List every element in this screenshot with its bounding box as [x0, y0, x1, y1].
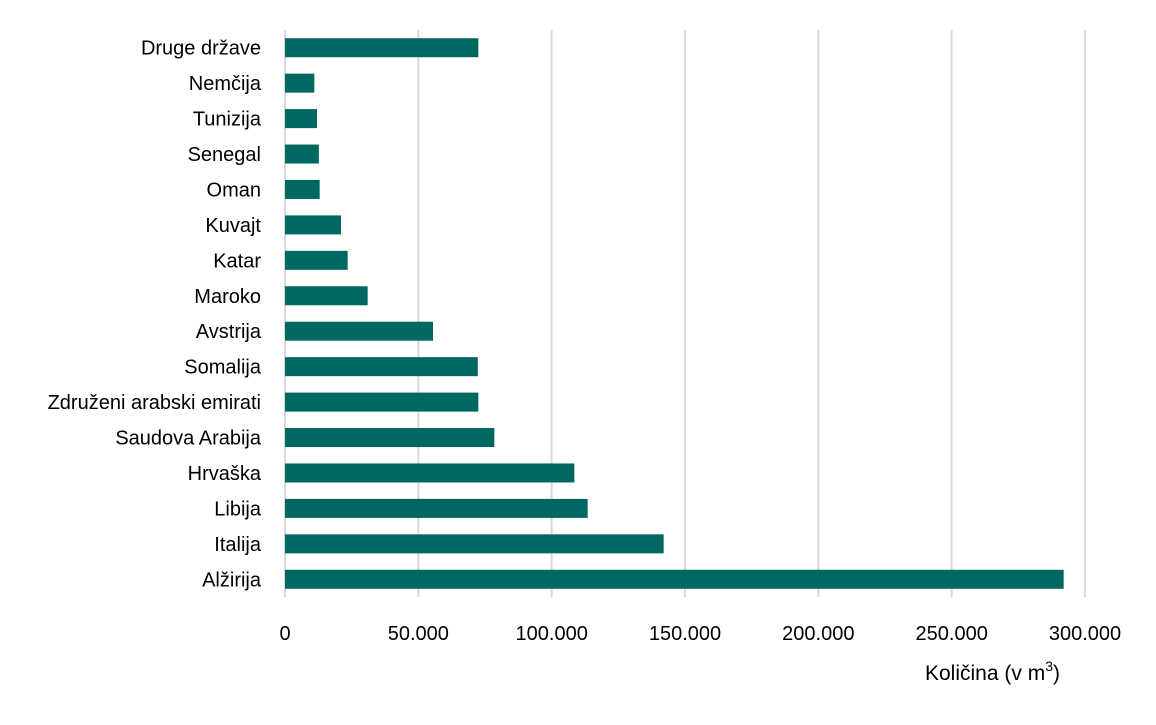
category-label: Druge države — [141, 38, 261, 60]
x-tick-label: 50.000 — [388, 623, 449, 645]
x-tick-label: 100.000 — [516, 623, 588, 645]
category-label: Alžirija — [202, 569, 262, 591]
category-label: Hrvaška — [188, 463, 262, 485]
category-label: Oman — [207, 179, 261, 201]
bar — [285, 179, 320, 199]
bar — [285, 534, 664, 554]
bar — [285, 321, 433, 341]
x-axis-label: Količina (v m3) — [925, 658, 1060, 685]
bar — [285, 463, 575, 483]
bar — [285, 428, 495, 448]
x-tick-label: 300.000 — [1049, 623, 1121, 645]
category-label: Italija — [214, 534, 262, 556]
bar — [285, 38, 479, 58]
x-tick-label: 250.000 — [916, 623, 988, 645]
bar — [285, 73, 315, 93]
bar — [285, 215, 341, 235]
bar — [285, 286, 368, 306]
bar — [285, 569, 1064, 589]
gridlines — [284, 30, 1086, 597]
category-label: Maroko — [194, 286, 261, 308]
category-label: Senegal — [188, 144, 261, 166]
category-label: Nemčija — [189, 73, 262, 95]
category-label: Kuvajt — [205, 215, 261, 237]
category-label: Avstrija — [196, 321, 262, 343]
category-label: Združeni arabski emirati — [48, 392, 261, 414]
bar — [285, 498, 588, 518]
category-label: Katar — [213, 250, 261, 272]
category-label: Somalija — [184, 357, 262, 379]
bar — [285, 250, 348, 270]
bar — [285, 357, 478, 377]
x-tick-labels: 0 50.000 100.000 150.000 200.000 250.000 300.0… — [279, 623, 1121, 645]
x-tick-label: 200.000 — [782, 623, 854, 645]
category-label: Tunizija — [193, 109, 262, 131]
category-label: Libija — [214, 498, 262, 520]
x-tick-label: 0 — [279, 623, 290, 645]
category-labels: Druge države Nemčija Tunizija Senegal Oman Ku… — [48, 38, 262, 592]
x-tick-label: 150.000 — [649, 623, 721, 645]
bar — [285, 392, 479, 412]
bar — [285, 109, 317, 129]
bars — [285, 38, 1064, 589]
category-label: Saudova Arabija — [115, 428, 262, 450]
bar — [285, 144, 319, 164]
